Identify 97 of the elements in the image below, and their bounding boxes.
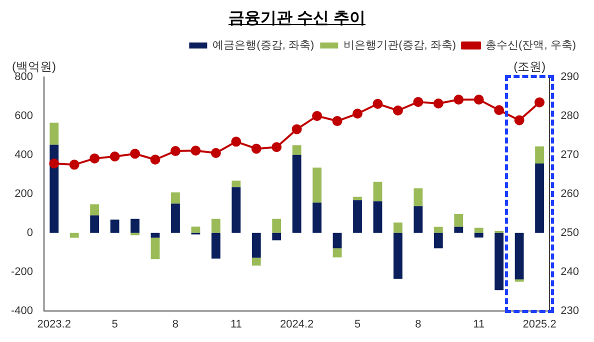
bar — [272, 218, 282, 233]
bar — [373, 182, 382, 202]
bar — [171, 192, 180, 204]
point — [272, 142, 282, 152]
bar — [211, 218, 220, 233]
bar — [272, 232, 282, 240]
point — [413, 96, 424, 107]
y-axis-title: (백억원) — [12, 59, 56, 74]
point — [352, 108, 363, 119]
bar — [332, 248, 342, 258]
bar — [535, 164, 544, 233]
bar — [394, 222, 402, 233]
bar — [414, 188, 423, 206]
bar — [353, 196, 362, 200]
x-tick-label: 2024.2 — [280, 318, 314, 330]
bar — [232, 187, 241, 233]
point — [251, 144, 262, 154]
bar — [171, 204, 180, 233]
point — [130, 148, 140, 159]
y-tick-label: 400 — [14, 148, 34, 161]
bar — [50, 122, 59, 145]
legend-label: 비은행기관(증감, 좌축) — [344, 40, 456, 52]
bar — [373, 201, 382, 233]
y-tick-label: 600 — [14, 110, 34, 122]
x-tick-label: 8 — [415, 318, 422, 330]
bar — [312, 202, 322, 233]
point — [170, 146, 180, 156]
y-tick-label: 800 — [14, 71, 34, 84]
y-tick-label: -400 — [10, 304, 34, 317]
point — [49, 158, 60, 169]
chart-title: 금융기관 수신 추이 — [228, 9, 366, 29]
bar — [434, 226, 443, 233]
bar — [252, 258, 261, 266]
bar — [191, 226, 200, 233]
bar — [292, 145, 302, 155]
bar — [232, 180, 241, 188]
bar — [535, 146, 544, 164]
bar — [414, 206, 423, 233]
point — [332, 116, 342, 126]
point — [69, 160, 80, 170]
bar — [514, 232, 524, 280]
x-tick-label: 11 — [230, 318, 242, 330]
bar — [70, 232, 79, 238]
bar — [110, 220, 120, 233]
bar — [211, 232, 220, 259]
bar — [494, 232, 504, 290]
x-tick-label: 2025.2 — [522, 318, 556, 330]
y2-tick-label: 270 — [560, 148, 580, 161]
point — [494, 105, 504, 116]
y2-tick-label: 230 — [560, 304, 580, 317]
bar — [252, 232, 261, 258]
x-tick-label: 8 — [172, 318, 179, 330]
bar — [474, 228, 484, 233]
bar — [312, 168, 322, 203]
point — [372, 98, 383, 109]
y2-tick-label: 290 — [560, 71, 580, 84]
point — [433, 98, 444, 108]
y2-tick-label: 280 — [560, 110, 580, 122]
point — [312, 110, 322, 121]
legend-label: 총수신(잔액, 우축) — [486, 40, 576, 52]
bar — [292, 154, 302, 233]
point — [110, 151, 120, 162]
point — [534, 97, 545, 108]
y-tick-label: 0 — [26, 226, 34, 239]
x-tick-label: 5 — [112, 318, 118, 330]
point — [231, 136, 242, 147]
bar — [90, 204, 100, 216]
bar — [150, 238, 160, 260]
bar — [353, 200, 362, 233]
bar — [454, 226, 464, 233]
x-tick-label: 5 — [354, 318, 361, 330]
point — [454, 94, 464, 105]
bar — [90, 215, 100, 233]
y-tick-label: -200 — [10, 266, 34, 278]
bar — [434, 232, 443, 248]
point — [150, 154, 160, 165]
x-tick-label: 11 — [473, 318, 485, 330]
x-tick-label: 2023.2 — [37, 318, 71, 330]
y2-tick-label: 260 — [560, 188, 580, 200]
bar — [454, 214, 464, 227]
y2-tick-label: 240 — [560, 266, 580, 278]
legend-label: 예금은행(증감, 좌축) — [212, 40, 314, 52]
point — [190, 146, 201, 156]
point — [474, 94, 484, 105]
bar — [474, 232, 484, 238]
y-tick-label: 200 — [14, 188, 34, 200]
bar — [394, 232, 402, 279]
bar — [514, 279, 524, 282]
point — [392, 106, 403, 116]
point — [210, 148, 221, 158]
point — [90, 153, 100, 164]
bar — [130, 218, 140, 233]
bar — [332, 232, 342, 248]
y2-tick-label: 250 — [560, 226, 580, 239]
y2-axis-title: (조원) — [514, 59, 546, 74]
point — [292, 124, 302, 134]
point — [514, 115, 524, 126]
